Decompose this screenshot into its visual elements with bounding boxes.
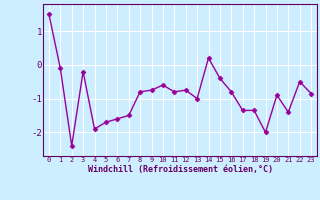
X-axis label: Windchill (Refroidissement éolien,°C): Windchill (Refroidissement éolien,°C) (87, 165, 273, 174)
